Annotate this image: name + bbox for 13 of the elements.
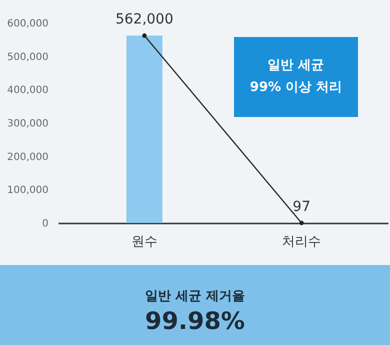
data-label: 97 [292, 198, 310, 215]
data-label: 562,000 [115, 12, 174, 28]
y-tick-label: 200,000 [7, 152, 48, 163]
banner: 일반 세균 제거율 99.98% [0, 265, 390, 345]
y-tick-label: 0 [42, 218, 48, 230]
y-tick-label: 400,000 [7, 85, 48, 96]
y-tick-label: 500,000 [7, 52, 48, 63]
x-tick-label: 처리수 [282, 234, 322, 250]
callout-box: 일반 세균 99% 이상 처리 [234, 37, 358, 117]
x-tick-label: 원수 [131, 234, 158, 250]
y-tick-label: 600,000 [7, 18, 48, 30]
y-tick-label: 300,000 [7, 118, 48, 130]
y-tick-label: 100,000 [7, 185, 48, 196]
